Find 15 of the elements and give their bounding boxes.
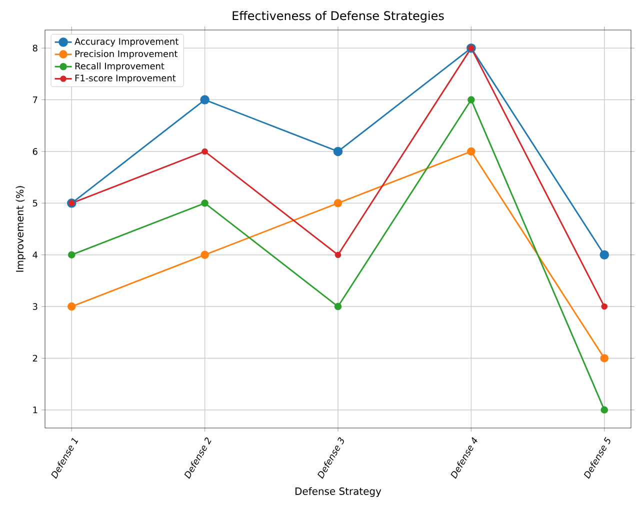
y-tick-label: 6 — [32, 148, 38, 155]
y-tick-label: 2 — [32, 354, 38, 362]
x-axis-title: Defense Strategy — [296, 487, 382, 497]
y-tick-label: 3 — [32, 303, 38, 310]
y-axis-title: Improvement (%) — [16, 186, 26, 272]
legend-label: Precision Improvement — [75, 50, 178, 59]
chart-title: Effectiveness of Defense Strategies — [232, 10, 444, 22]
y-tick-label: 4 — [32, 252, 38, 258]
y-tick-label: 8 — [32, 44, 38, 52]
y-tick-label: 7 — [33, 96, 38, 104]
y-tick-label: 5 — [32, 200, 38, 206]
y-tick-label: 1 — [33, 406, 38, 414]
legend-label: Recall Improvement — [75, 62, 164, 72]
legend-label: F1-score Improvement — [75, 74, 176, 84]
legend-label: Accuracy Improvement — [74, 38, 178, 47]
